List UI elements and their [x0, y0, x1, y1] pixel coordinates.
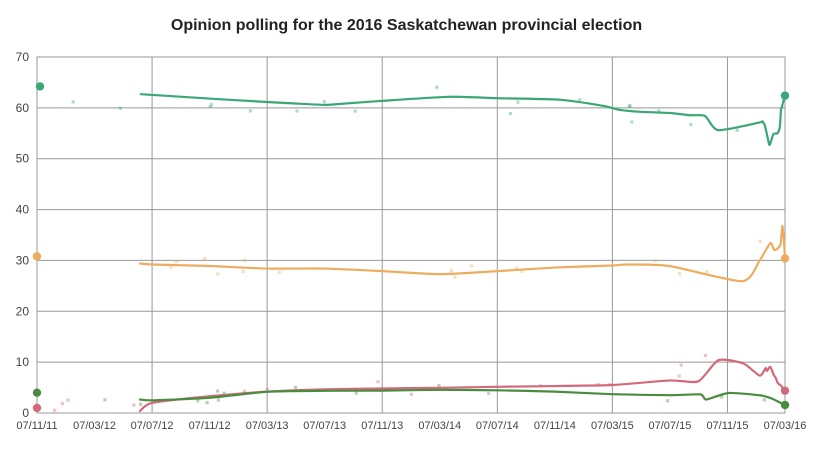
svg-text:07/11/12: 07/11/12 — [189, 420, 231, 432]
svg-text:07/11/13: 07/11/13 — [361, 420, 403, 432]
svg-text:07/11/14: 07/11/14 — [534, 420, 576, 432]
svg-text:07/07/14: 07/07/14 — [476, 420, 519, 432]
svg-text:50: 50 — [16, 152, 30, 166]
svg-text:07/03/14: 07/03/14 — [418, 420, 461, 432]
svg-text:07/03/13: 07/03/13 — [246, 420, 289, 432]
svg-text:07/07/12: 07/07/12 — [131, 420, 174, 432]
svg-text:07/03/15: 07/03/15 — [591, 420, 634, 432]
svg-text:30: 30 — [16, 253, 30, 267]
svg-text:40: 40 — [16, 203, 30, 217]
svg-text:20: 20 — [16, 304, 30, 318]
svg-text:10: 10 — [16, 355, 30, 369]
svg-text:07/07/13: 07/07/13 — [303, 420, 346, 432]
svg-text:07/03/12: 07/03/12 — [73, 420, 116, 432]
svg-text:07/11/15: 07/11/15 — [706, 420, 748, 432]
svg-text:0: 0 — [22, 406, 29, 420]
svg-text:07/03/16: 07/03/16 — [764, 420, 807, 432]
svg-text:07/07/15: 07/07/15 — [649, 420, 692, 432]
svg-text:70: 70 — [16, 50, 30, 64]
svg-text:60: 60 — [16, 101, 30, 115]
svg-text:07/11/11: 07/11/11 — [16, 420, 57, 432]
